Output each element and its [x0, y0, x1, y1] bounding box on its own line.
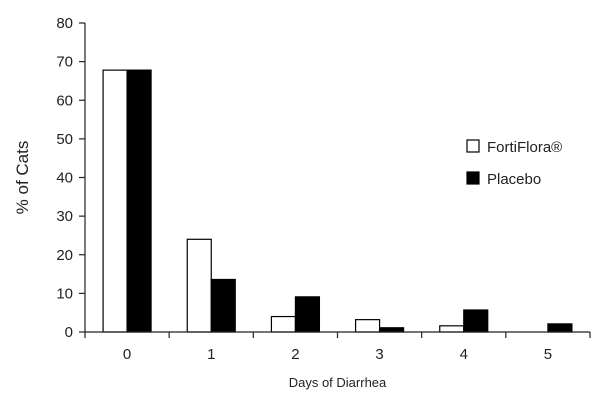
bar-fortiflora-3 [354, 319, 381, 333]
bars [102, 69, 573, 333]
bar-placebo-1 [210, 278, 236, 333]
bar-placebo-0 [126, 69, 152, 333]
bar-placebo-2 [294, 296, 321, 333]
x-tick-label: 4 [460, 346, 468, 363]
y-tick-label: 40 [56, 170, 73, 187]
bar-fortiflora-1 [186, 238, 212, 333]
x-tick-label: 2 [291, 346, 299, 363]
y-tick-label: 10 [56, 285, 73, 302]
y-tick-label: 20 [56, 247, 73, 264]
y-axis-title: % of Cats [13, 141, 32, 215]
y-axis-ticks: 0 10 20 30 40 50 60 70 80 [56, 15, 85, 341]
y-tick-label: 80 [56, 15, 73, 32]
x-axis-title: Days of Diarrhea [289, 375, 387, 390]
legend: FortiFlora® Placebo [466, 139, 562, 188]
bar-placebo-4 [463, 309, 489, 333]
x-axis-ticks: 0 1 2 3 4 5 [84, 332, 591, 363]
x-tick-label: 3 [375, 346, 383, 363]
bar-placebo-3 [378, 327, 405, 333]
x-tick-label: 5 [544, 346, 552, 363]
bar-fortiflora-4 [439, 325, 465, 333]
bar-placebo-5 [547, 323, 573, 333]
y-tick-label: 50 [56, 131, 73, 148]
y-tick-label: 70 [56, 54, 73, 71]
legend-label-fortiflora: FortiFlora® [487, 139, 562, 156]
legend-swatch-placebo [466, 171, 480, 185]
y-tick-label: 30 [56, 208, 73, 225]
y-tick-label: 0 [65, 324, 73, 341]
legend-swatch-fortiflora [466, 139, 480, 153]
x-tick-label: 1 [207, 346, 215, 363]
legend-label-placebo: Placebo [487, 171, 541, 188]
bar-fortiflora-0 [102, 69, 128, 333]
bar-fortiflora-2 [270, 315, 297, 333]
x-tick-label: 0 [123, 346, 131, 363]
y-tick-label: 60 [56, 92, 73, 109]
